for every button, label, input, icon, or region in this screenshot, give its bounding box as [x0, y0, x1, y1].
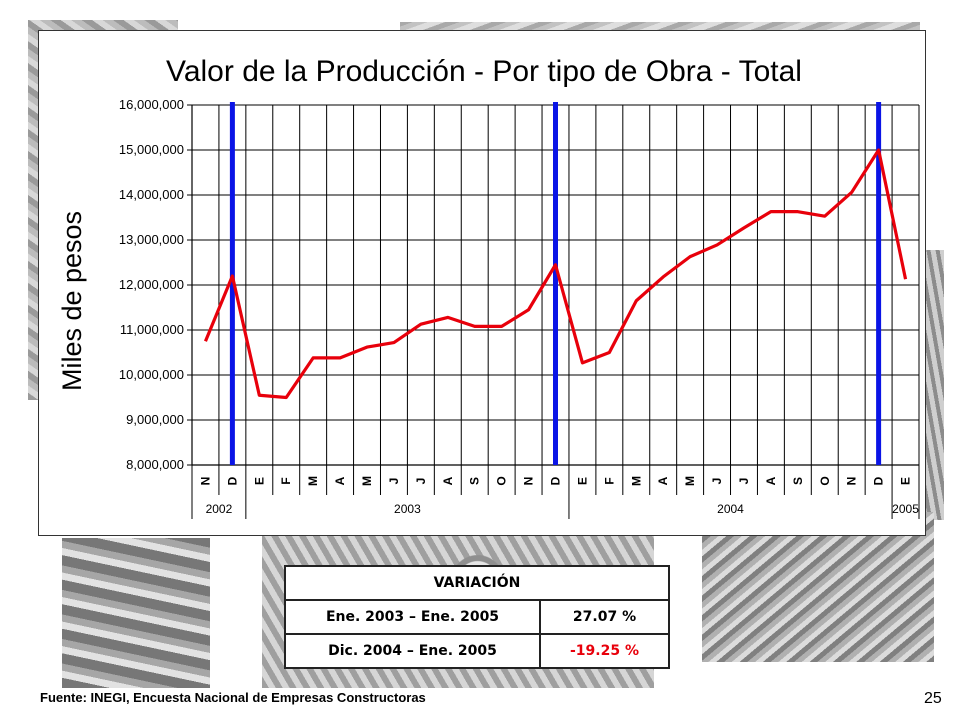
x-tick-label: J [414, 478, 428, 485]
line-chart: Valor de la Producción - Por tipo de Obr… [57, 55, 920, 519]
year-label: 2002 [206, 502, 233, 516]
y-tick-label: 15,000,000 [119, 142, 184, 157]
x-tick-label: M [683, 476, 697, 486]
variation-table: VARIACIÓN Ene. 2003 – Ene. 2005 27.07 % … [284, 565, 670, 669]
chart-panel: Valor de la Producción - Por tipo de Obr… [38, 30, 926, 536]
y-tick-label: 9,000,000 [126, 412, 184, 427]
x-tick-label: F [279, 477, 293, 484]
year-label: 2004 [717, 502, 744, 516]
y-axis-label: Miles de pesos [57, 211, 87, 391]
x-tick-label: O [495, 476, 509, 485]
background-photo-spring [62, 538, 210, 688]
x-tick-label: M [629, 476, 643, 486]
background-photo-rope [702, 512, 934, 662]
x-tick-label: J [387, 478, 401, 485]
x-tick-label: D [225, 476, 239, 485]
y-tick-label: 12,000,000 [119, 277, 184, 292]
x-tick-label: S [468, 477, 482, 485]
x-tick-label: E [575, 477, 589, 485]
x-tick-label: S [791, 477, 805, 485]
x-tick-label: A [333, 476, 347, 485]
page-number: 25 [924, 690, 942, 707]
y-tick-label: 10,000,000 [119, 367, 184, 382]
x-tick-label: J [737, 478, 751, 485]
x-tick-label: M [306, 476, 320, 486]
table-row: Dic. 2004 – Ene. 2005 -19.25 % [284, 633, 670, 669]
x-tick-label: N [522, 477, 536, 486]
y-tick-label: 14,000,000 [119, 187, 184, 202]
source-note: Fuente: INEGI, Encuesta Nacional de Empr… [40, 690, 426, 705]
x-tick-label: A [656, 476, 670, 485]
table-row: Ene. 2003 – Ene. 2005 27.07 % [284, 599, 670, 635]
y-tick-label: 13,000,000 [119, 232, 184, 247]
x-tick-label: O [818, 476, 832, 485]
year-label: 2005 [892, 502, 919, 516]
variation-period: Ene. 2003 – Ene. 2005 [284, 599, 541, 635]
x-tick-label: N [198, 477, 212, 486]
x-tick-label: N [845, 477, 859, 486]
variation-value: 27.07 % [539, 599, 670, 635]
x-tick-label: E [252, 477, 266, 485]
x-tick-label: D [549, 476, 563, 485]
y-tick-label: 11,000,000 [120, 322, 184, 337]
chart-title: Valor de la Producción - Por tipo de Obr… [166, 55, 802, 88]
variation-period: Dic. 2004 – Ene. 2005 [284, 633, 541, 669]
x-tick-label: A [441, 476, 455, 485]
year-label: 2003 [394, 502, 421, 516]
x-tick-label: D [872, 476, 886, 485]
x-tick-label: M [360, 476, 374, 486]
x-tick-label: E [899, 477, 913, 485]
series-line [203, 148, 908, 400]
variation-table-header: VARIACIÓN [284, 565, 670, 601]
x-tick-label: F [602, 477, 616, 484]
y-tick-label: 8,000,000 [126, 457, 184, 472]
x-tick-label: J [710, 478, 724, 485]
x-tick-label: A [764, 476, 778, 485]
y-tick-label: 16,000,000 [119, 97, 184, 112]
variation-value: -19.25 % [539, 633, 670, 669]
